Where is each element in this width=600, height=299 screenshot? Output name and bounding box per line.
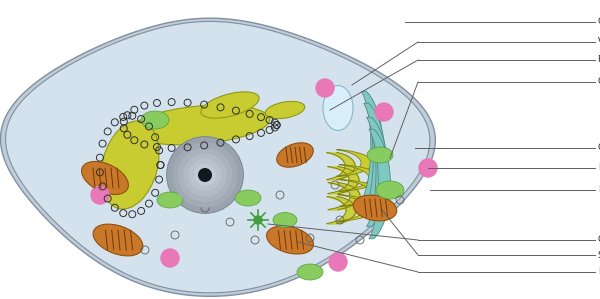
Text: Lysosome: Lysosome	[598, 164, 600, 173]
Ellipse shape	[130, 105, 270, 145]
Ellipse shape	[353, 195, 397, 221]
Polygon shape	[361, 91, 383, 201]
Ellipse shape	[167, 137, 243, 213]
Polygon shape	[339, 165, 381, 191]
Text: Smooth Endoplasmic Reticulum: Smooth Endoplasmic Reticulum	[598, 251, 600, 260]
Text: Centrosome: Centrosome	[598, 236, 600, 245]
Text: Rough Endoplasmic Reticulum: Rough Endoplasmic Reticulum	[598, 56, 600, 65]
Circle shape	[316, 79, 334, 97]
Ellipse shape	[194, 164, 216, 186]
Ellipse shape	[172, 142, 238, 208]
Circle shape	[375, 103, 393, 121]
Ellipse shape	[189, 159, 221, 191]
Ellipse shape	[157, 192, 183, 208]
Polygon shape	[1, 18, 436, 296]
Circle shape	[419, 159, 437, 177]
Ellipse shape	[93, 224, 143, 256]
Text: Cell Membrane: Cell Membrane	[598, 18, 600, 27]
Polygon shape	[340, 180, 383, 206]
Text: Mitochondrion: Mitochondrion	[598, 268, 600, 277]
Ellipse shape	[141, 111, 169, 129]
Ellipse shape	[178, 148, 232, 202]
Polygon shape	[338, 195, 377, 221]
Ellipse shape	[198, 168, 212, 182]
Circle shape	[254, 216, 262, 224]
Circle shape	[161, 249, 179, 267]
Polygon shape	[5, 22, 430, 293]
Polygon shape	[367, 117, 388, 227]
Polygon shape	[337, 150, 373, 176]
Ellipse shape	[277, 143, 313, 167]
Ellipse shape	[266, 226, 313, 254]
Ellipse shape	[265, 101, 305, 119]
Ellipse shape	[101, 121, 159, 209]
Ellipse shape	[167, 137, 243, 213]
Text: Vacuole: Vacuole	[598, 37, 600, 47]
Text: Cytoplasm: Cytoplasm	[598, 144, 600, 152]
Text: Ribosome: Ribosome	[598, 185, 600, 195]
Ellipse shape	[297, 264, 323, 280]
Circle shape	[329, 253, 347, 271]
Ellipse shape	[82, 161, 128, 195]
Ellipse shape	[201, 92, 259, 118]
Ellipse shape	[323, 86, 353, 130]
Text: Golgi Apparatus: Golgi Apparatus	[598, 77, 600, 86]
Circle shape	[91, 186, 109, 204]
Ellipse shape	[183, 153, 227, 197]
Ellipse shape	[235, 190, 261, 206]
Ellipse shape	[376, 181, 404, 199]
Polygon shape	[364, 103, 385, 213]
Ellipse shape	[273, 213, 297, 228]
Polygon shape	[369, 129, 391, 239]
Ellipse shape	[367, 147, 393, 163]
